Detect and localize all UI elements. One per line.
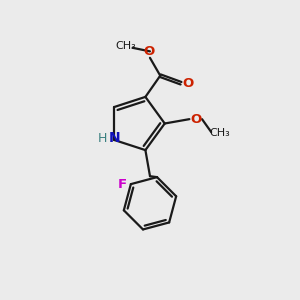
- Text: F: F: [118, 178, 127, 190]
- Text: O: O: [143, 45, 155, 58]
- Text: CH₃: CH₃: [209, 128, 230, 139]
- Text: N: N: [108, 131, 120, 146]
- Text: H: H: [98, 132, 108, 145]
- Text: O: O: [183, 77, 194, 90]
- Text: O: O: [190, 113, 202, 126]
- Text: CH₃: CH₃: [116, 41, 136, 51]
